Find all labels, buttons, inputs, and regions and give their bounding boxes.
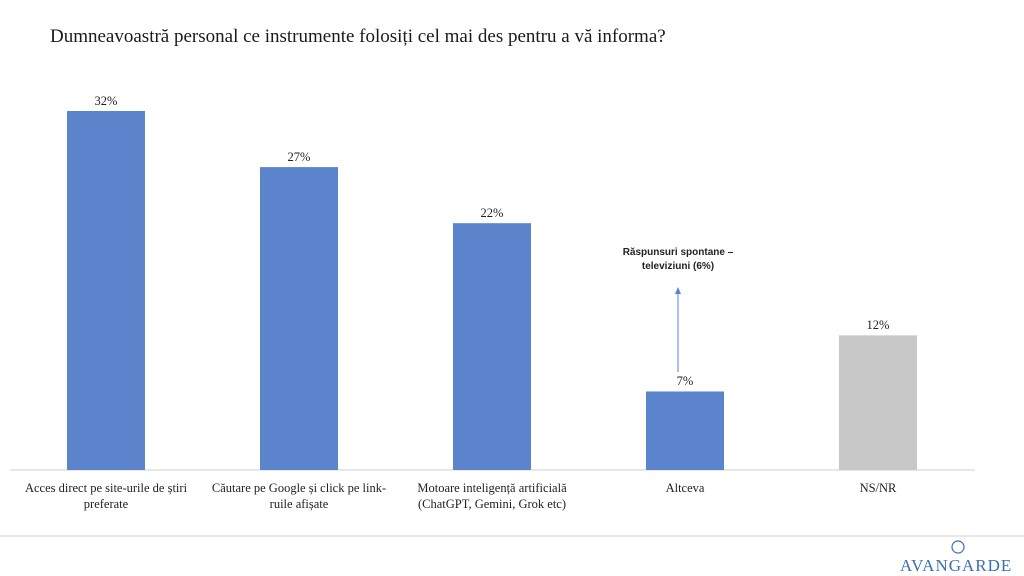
value-label: 7%: [676, 374, 694, 389]
x-tick-label: Altceva: [665, 481, 705, 495]
value-label: 22%: [480, 206, 504, 221]
arrow-head: [675, 287, 681, 294]
value-label: 32%: [94, 94, 118, 108]
x-tick-label: Motoare inteligență artificială (ChatGPT…: [417, 481, 567, 511]
bar: [260, 167, 338, 470]
x-tick-label: Căutare pe Google și click pe link-ruile…: [211, 481, 387, 511]
bar: [646, 391, 724, 470]
chart-title: Dumneavoastră personal ce instrumente fo…: [50, 26, 666, 47]
value-label: 27%: [287, 150, 311, 165]
logo: AVANGARDE: [900, 556, 1013, 575]
annotation: Răspunsuri spontane – televiziuni (6%): [622, 247, 734, 272]
x-tick-label: Acces direct pe site-urile de știri pref…: [24, 481, 188, 511]
bar: [453, 223, 531, 470]
bar: [67, 111, 145, 470]
logo-icon: [951, 540, 965, 554]
bar: [839, 335, 917, 470]
value-label: 12%: [866, 318, 890, 333]
x-tick-label: NS/NR: [859, 481, 897, 495]
